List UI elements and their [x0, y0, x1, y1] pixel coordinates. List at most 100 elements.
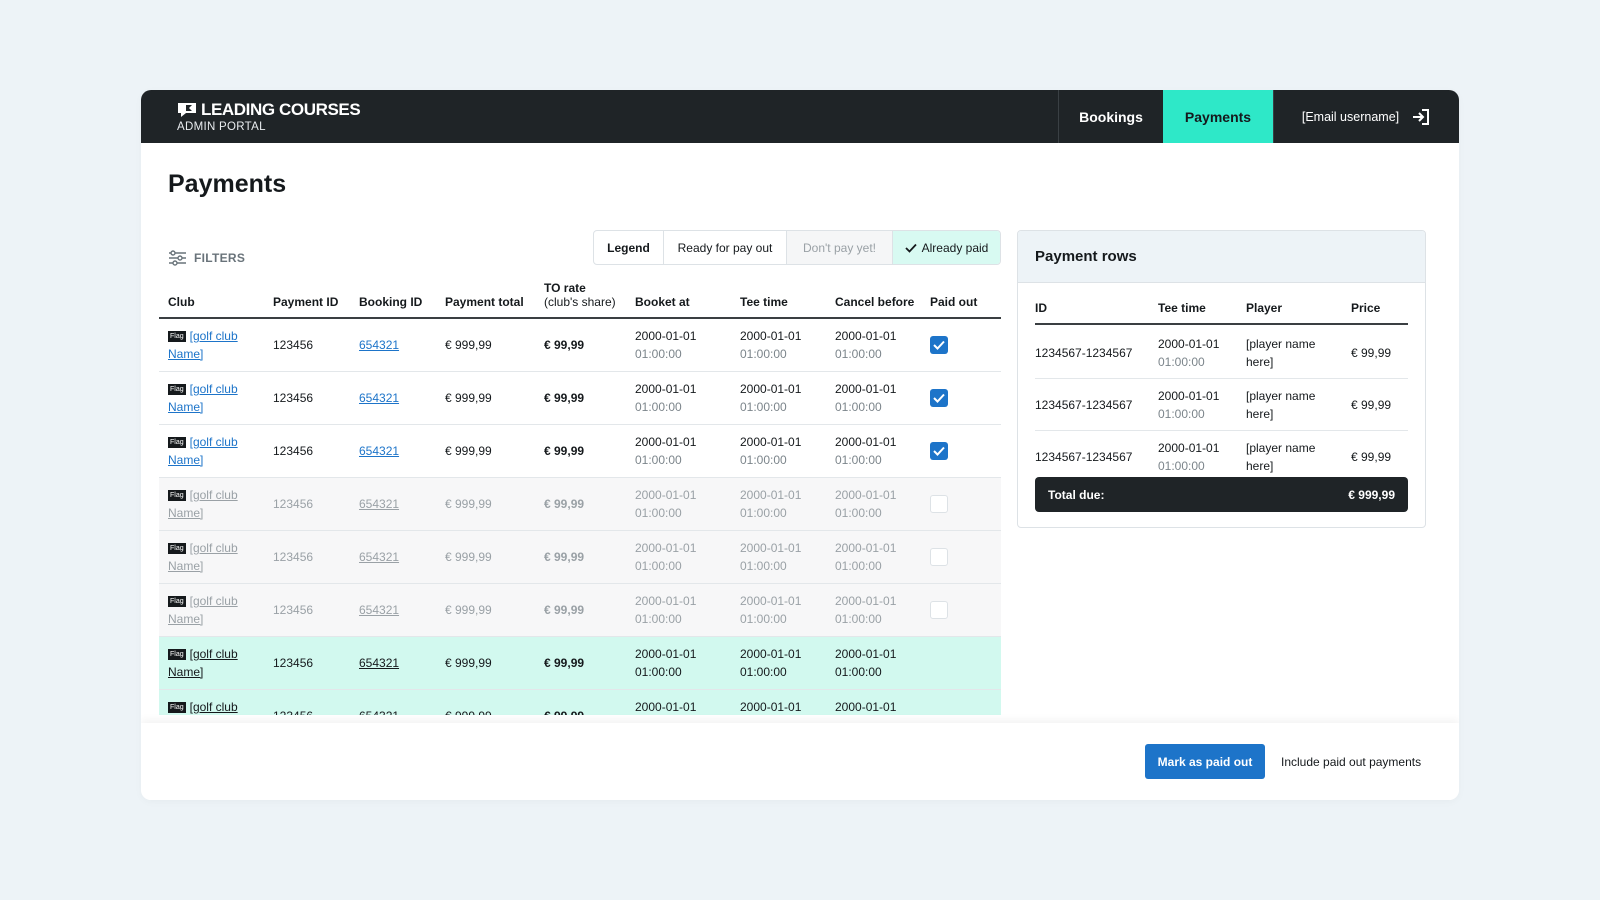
paid-checkbox[interactable] [930, 389, 948, 407]
club-name-line2: Name] [168, 559, 204, 573]
table-header: Club Payment ID Booking ID Payment total… [159, 282, 1001, 319]
filters-toggle[interactable]: FILTERS [168, 250, 245, 266]
booket-date: 2000-01-01 [635, 700, 697, 714]
tee-date: 2000-01-01 [740, 488, 802, 502]
logout-icon[interactable] [1411, 108, 1431, 126]
club-cell: Flag[golf club Name] [168, 425, 258, 477]
col-to-rate[interactable]: TO rate (club's share) [544, 282, 616, 309]
tee-time-value: 01:00:00 [740, 612, 787, 626]
mark-as-paid-button[interactable]: Mark as paid out [1145, 744, 1265, 779]
to-rate: € 99,99 [544, 338, 585, 352]
booking-id-link[interactable]: 654321 [359, 707, 399, 715]
cancel-time: 01:00:00 [835, 347, 882, 361]
include-paid-toggle[interactable]: Include paid out payments [1281, 754, 1422, 769]
paid-out-cell [930, 478, 948, 530]
cancel-time: 01:00:00 [835, 612, 882, 626]
tee-time-value: 01:00:00 [740, 453, 787, 467]
payment-row-tee-date: 2000-01-01 [1158, 441, 1220, 455]
club-name-line1: [golf club [189, 700, 238, 714]
cancel-date: 2000-01-01 [835, 647, 897, 661]
player-line2: here] [1246, 407, 1274, 421]
tee-date: 2000-01-01 [740, 382, 802, 396]
flag-badge: Flag [168, 437, 186, 448]
tee-date: 2000-01-01 [740, 541, 802, 555]
legend-dont-pay: Don't pay yet! [787, 231, 893, 264]
nav-payments[interactable]: Payments [1163, 90, 1273, 143]
booking-id-link[interactable]: 654321 [359, 656, 400, 670]
legend-title: Legend [594, 231, 664, 264]
payment-row-player: [player name here] [1246, 327, 1346, 379]
col-payment-id[interactable]: Payment ID [273, 295, 339, 309]
paid-checkbox[interactable] [930, 442, 948, 460]
club-link[interactable]: [golf club Name] [168, 488, 238, 520]
booking-id-link[interactable]: 654321 [359, 603, 400, 617]
payment-row-tee-time: 01:00:00 [1158, 355, 1205, 369]
paid-checkbox[interactable] [930, 601, 948, 619]
flag-badge: Flag [168, 490, 186, 501]
paid-checkbox[interactable] [930, 495, 948, 513]
tee-date: 2000-01-01 [740, 700, 802, 714]
club-name-line1: [golf club [189, 488, 238, 502]
to-rate: € 99,99 [544, 690, 584, 715]
booking-id-link[interactable]: 654321 [359, 497, 400, 511]
paid-checkbox[interactable] [930, 548, 948, 566]
booking-id-link[interactable]: 654321 [359, 444, 400, 458]
tee-time: 2000-01-01 01:00:00 [740, 372, 801, 424]
app-window: LEADING COURSES ADMIN PORTAL Bookings Pa… [141, 90, 1459, 800]
payment-total: € 999,99 [445, 603, 492, 617]
col-tee-time[interactable]: Tee time [740, 295, 788, 309]
club-name-line2: Name] [168, 612, 204, 626]
brand-logo[interactable]: LEADING COURSES ADMIN PORTAL [177, 100, 361, 133]
player-line1: [player name [1246, 389, 1316, 403]
payment-row-id: 1234567-1234567 [1035, 450, 1133, 464]
payment-id: 123456 [273, 444, 314, 458]
tee-time-value: 01:00:00 [740, 665, 787, 679]
pcol-id: ID [1035, 301, 1047, 315]
col-to-rate-sub: (club's share) [544, 295, 616, 309]
tee-date: 2000-01-01 [740, 329, 802, 343]
payment-id: 123456 [273, 338, 314, 352]
col-booket-at[interactable]: Booket at [635, 295, 690, 309]
payment-id: 123456 [273, 690, 313, 715]
booket-at: 2000-01-01 01:00:00 [635, 531, 696, 583]
total-due-bar: Total due: € 999,99 [1035, 477, 1408, 512]
payment-row-id: 1234567-1234567 [1035, 398, 1133, 412]
nav-bookings[interactable]: Bookings [1058, 90, 1163, 143]
cancel-time: 01:00:00 [835, 559, 882, 573]
booket-time: 01:00:00 [635, 612, 682, 626]
booking-id-link[interactable]: 654321 [359, 550, 400, 564]
booket-at: 2000-01-01 01:00:00 [635, 637, 696, 689]
paid-checkbox[interactable] [930, 336, 948, 354]
col-cancel-before[interactable]: Cancel before [835, 295, 915, 309]
col-club[interactable]: Club [168, 295, 195, 309]
col-payment-total[interactable]: Payment total [445, 295, 524, 309]
club-cell: Flag[golf club Name] [168, 531, 258, 583]
payment-row-price: € 99,99 [1351, 450, 1392, 464]
cancel-time: 01:00:00 [835, 665, 882, 679]
booket-at: 2000-01-01 01:00:00 [635, 584, 696, 636]
booking-id-link[interactable]: 654321 [359, 338, 400, 352]
col-booking-id[interactable]: Booking ID [359, 295, 423, 309]
payment-row-tee: 2000-01-01 01:00:00 [1158, 327, 1219, 379]
col-paid-out[interactable]: Paid out [930, 295, 978, 309]
club-name-line2: Name] [168, 506, 204, 520]
booket-date: 2000-01-01 [635, 329, 697, 343]
booking-id-link[interactable]: 654321 [359, 391, 400, 405]
user-menu[interactable]: [Email username] [1273, 90, 1459, 143]
panel-table-header: ID Tee time Player Price [1035, 291, 1408, 325]
